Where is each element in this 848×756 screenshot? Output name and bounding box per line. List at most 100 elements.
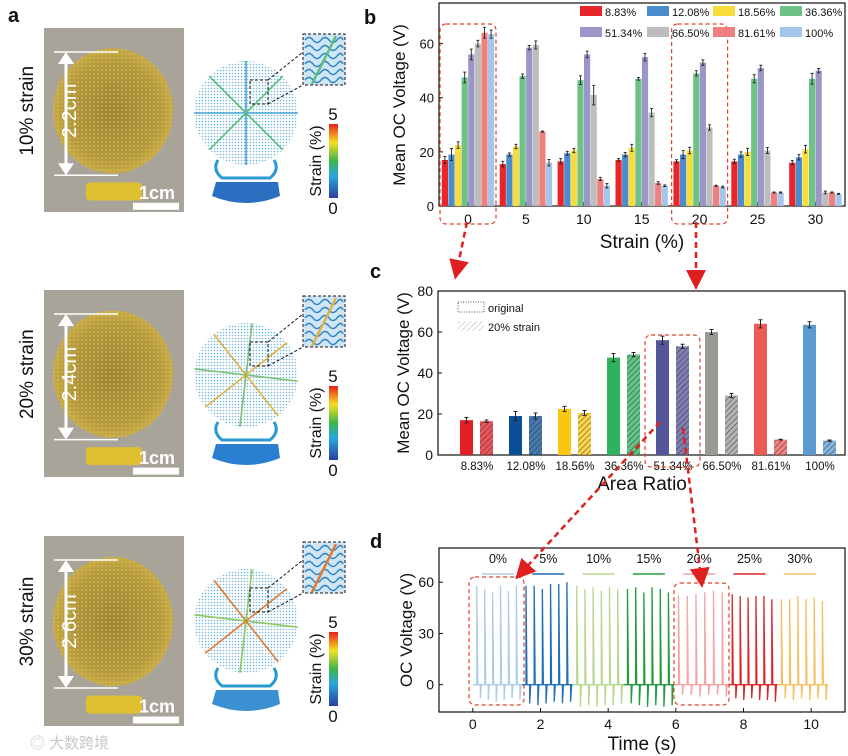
bar [661, 185, 668, 206]
x-tick-label: 8.83% [461, 461, 494, 473]
strain-label: 20% strain [17, 329, 38, 419]
error-bar [463, 71, 467, 84]
bar [628, 147, 635, 206]
zoom-line [267, 559, 304, 589]
bar [519, 76, 526, 206]
bar [693, 73, 700, 206]
bar [835, 193, 842, 206]
legend-swatch-original [457, 301, 485, 313]
error-bar [708, 124, 711, 131]
error-bar [709, 329, 714, 335]
voltage-trace [572, 585, 624, 707]
strained-wire [310, 297, 338, 347]
x-tick-label: 6 [672, 716, 680, 732]
y-tick-label: 20 [420, 145, 434, 160]
strain-ray [213, 579, 247, 622]
strained-wire [310, 35, 338, 85]
y-tick-label: 40 [420, 91, 434, 106]
bar [545, 162, 553, 206]
voltage-trace [728, 594, 778, 702]
simulation-handle [212, 182, 280, 203]
bar [828, 192, 835, 206]
error-bar [484, 419, 489, 423]
legend-label: 18.56% [738, 7, 776, 19]
x-tick-label: 20 [692, 211, 708, 227]
serpentine-wire [304, 322, 344, 330]
strain-label: 30% strain [17, 577, 38, 667]
zoom-line [267, 346, 304, 367]
error-bar [534, 40, 538, 50]
highlight-box [644, 334, 701, 468]
bar [737, 154, 745, 206]
x-tick-label: 5 [522, 211, 530, 227]
bar [584, 54, 591, 206]
bar [474, 43, 481, 206]
legend-swatch [647, 27, 669, 37]
legend-swatch-strain [458, 321, 484, 331]
bar [648, 112, 655, 206]
strained-wire [310, 543, 338, 593]
panel-label-a: a [8, 5, 20, 27]
simulation-handle [212, 444, 280, 465]
legend-label: 20% strain [488, 322, 540, 334]
bar [809, 78, 816, 206]
x-tick-label: 10 [803, 716, 819, 732]
y-tick-label: 40 [417, 365, 433, 381]
bar [673, 161, 680, 206]
legend-label: 25% [737, 552, 762, 566]
error-bar [540, 130, 544, 133]
bar [686, 150, 693, 206]
error-bar [660, 335, 665, 345]
y-tick-label: 0 [426, 677, 434, 693]
x-axis-title: Time (s) [608, 734, 677, 755]
mesh-handle [86, 695, 142, 714]
error-bar [489, 29, 493, 39]
bar-hatch [676, 346, 689, 455]
x-tick-label: 2 [537, 716, 545, 732]
error-bar [483, 26, 486, 39]
error-bar [765, 147, 769, 154]
error-bar [643, 52, 647, 62]
error-bar [656, 181, 660, 185]
colorbar-title: Strain (%) [308, 633, 325, 704]
x-tick-label: 30 [808, 211, 824, 227]
strain-ray [245, 588, 288, 622]
legend-label: 81.61% [738, 28, 776, 40]
length-label: 2.2cm [59, 84, 81, 138]
error-bar [714, 184, 718, 187]
colorbar [329, 124, 338, 198]
error-bar [464, 416, 469, 424]
zoom-line [267, 592, 304, 613]
error-bar [572, 147, 576, 154]
error-bar [450, 148, 453, 161]
bar [461, 77, 468, 206]
bar [764, 150, 771, 206]
scale-bar [133, 467, 179, 475]
bar [719, 187, 726, 206]
zoom-line [267, 313, 304, 343]
bar-hatch [823, 440, 836, 455]
colorbar-min: 0 [328, 707, 337, 726]
error-bar [790, 160, 794, 166]
y-tick-label: 20 [417, 406, 433, 422]
x-tick-label: 36.36% [604, 461, 643, 473]
bar [635, 78, 642, 206]
strain-label: 10% strain [17, 66, 38, 156]
scale-bar [133, 716, 179, 724]
highlight-box [439, 23, 497, 225]
bar [680, 154, 687, 206]
y-axis-title: Mean OC Voltage (V) [394, 292, 413, 454]
error-bar [611, 353, 616, 363]
mesh-handle [86, 447, 142, 466]
y-tick-label: 60 [417, 324, 433, 340]
bar [751, 78, 758, 206]
bar [526, 47, 533, 206]
serpentine-wire [304, 76, 344, 84]
error-bar [681, 150, 685, 160]
serpentine-wire [304, 584, 344, 592]
plot-frame [438, 547, 846, 713]
